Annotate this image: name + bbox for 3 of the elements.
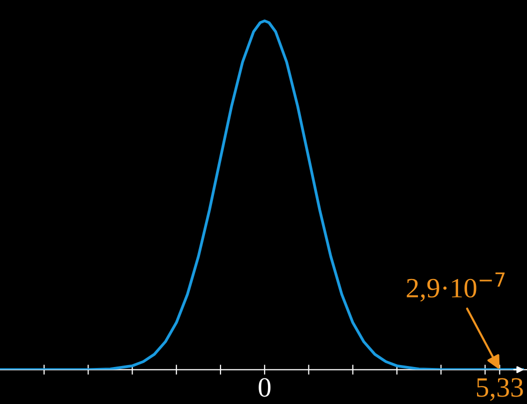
x-tick-label: 5,33	[476, 378, 523, 401]
annotation: 2,9·10$^{−7}$	[406, 272, 505, 302]
x-tick-label: 0	[258, 378, 270, 397]
